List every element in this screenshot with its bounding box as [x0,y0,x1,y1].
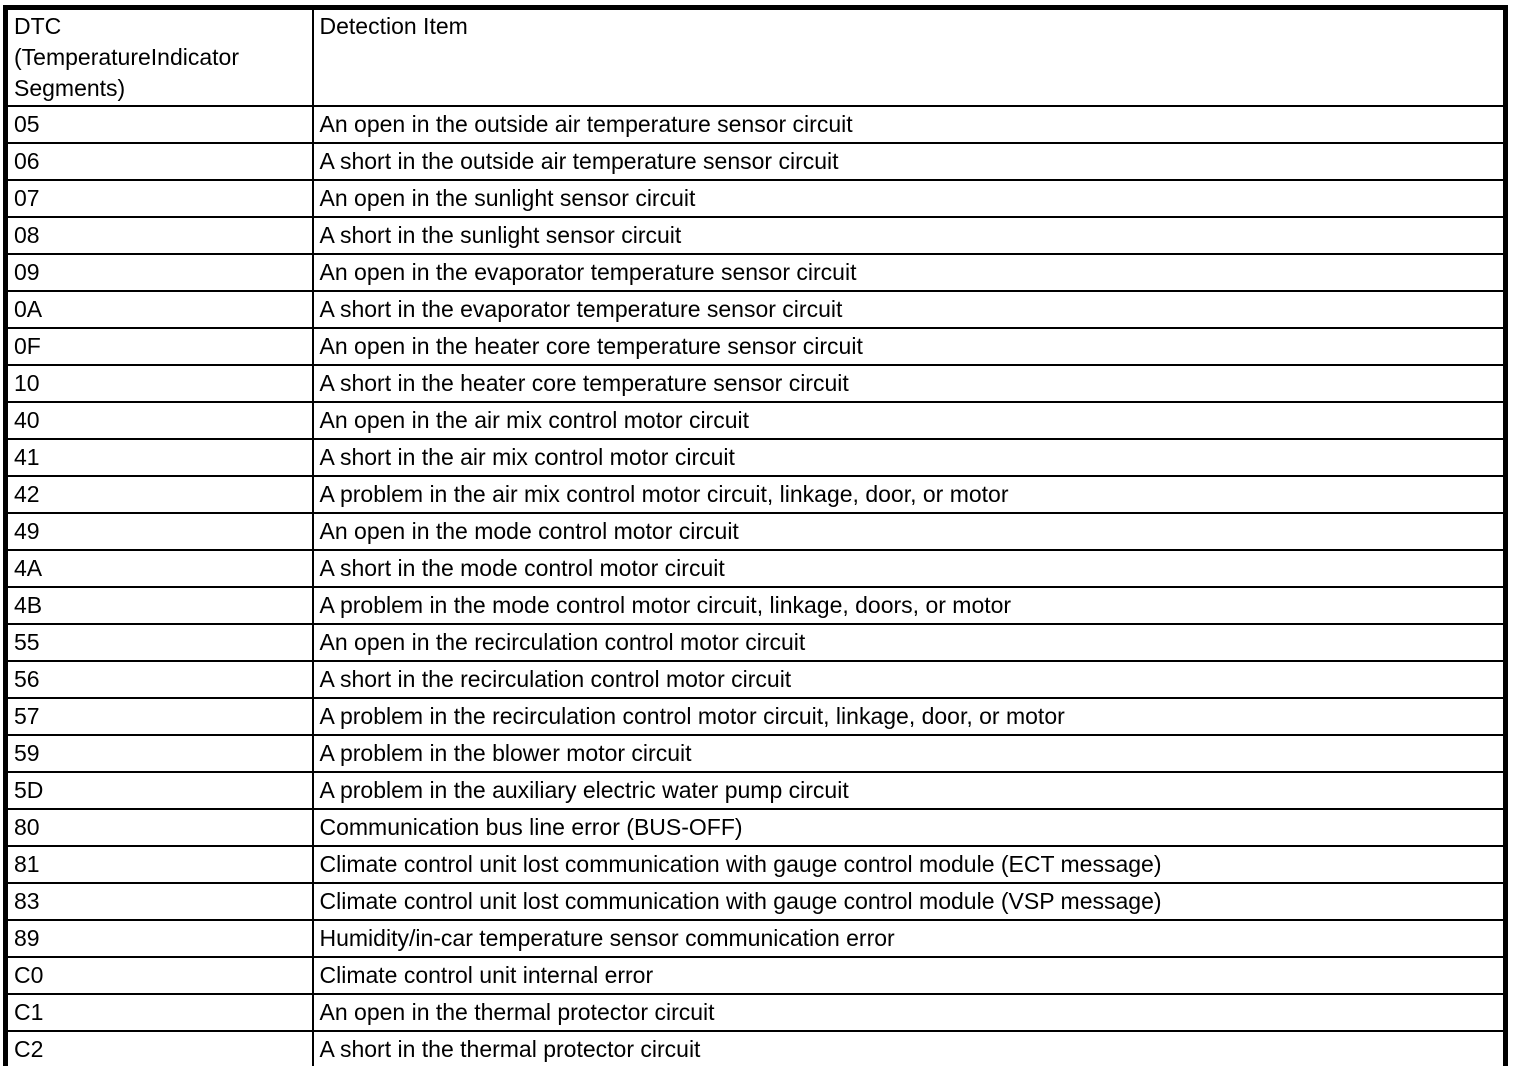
detection-item-cell: A short in the heater core temperature s… [311,364,1507,403]
dtc-code-cell: C1 [4,993,314,1032]
dtc-code-cell: C2 [4,1030,314,1066]
dtc-code-cell: 4B [4,586,314,625]
table-row: C1 An open in the thermal protector circ… [4,993,1507,1032]
detection-item-cell: A short in the air mix control motor cir… [311,438,1507,477]
detection-item-cell: A problem in the air mix control motor c… [311,475,1507,514]
dtc-code-cell: 09 [4,253,314,292]
detection-item-cell: An open in the mode control motor circui… [311,512,1507,551]
dtc-code-cell: 0A [4,290,314,329]
dtc-code-cell: 40 [4,401,314,440]
table-row: 10 A short in the heater core temperatur… [4,364,1507,403]
table-row: 55 An open in the recirculation control … [4,623,1507,662]
detection-item-cell: Climate control unit internal error [311,956,1507,995]
detection-item-cell: A short in the mode control motor circui… [311,549,1507,588]
header-row: DTC (TemperatureIndicator Segments) Dete… [4,6,1507,107]
dtc-code-cell: 59 [4,734,314,773]
table-row: 49 An open in the mode control motor cir… [4,512,1507,551]
detection-item-cell: An open in the air mix control motor cir… [311,401,1507,440]
table-row: 40 An open in the air mix control motor … [4,401,1507,440]
dtc-code-cell: 55 [4,623,314,662]
table-row: 07 An open in the sunlight sensor circui… [4,179,1507,218]
table-row: 08 A short in the sunlight sensor circui… [4,216,1507,255]
table-row: 5D A problem in the auxiliary electric w… [4,771,1507,810]
table-row: 83 Climate control unit lost communicati… [4,882,1507,921]
table-row: C0 Climate control unit internal error [4,956,1507,995]
detection-item-cell: A problem in the blower motor circuit [311,734,1507,773]
table-row: 41 A short in the air mix control motor … [4,438,1507,477]
detection-item-cell: An open in the evaporator temperature se… [311,253,1507,292]
dtc-code-cell: 06 [4,142,314,181]
dtc-column-header: DTC (TemperatureIndicator Segments) [4,6,314,107]
dtc-code-cell: 56 [4,660,314,699]
detection-item-cell: An open in the outside air temperature s… [311,105,1507,144]
dtc-code-cell: 10 [4,364,314,403]
detection-item-cell: A problem in the auxiliary electric wate… [311,771,1507,810]
dtc-table: DTC (TemperatureIndicator Segments) Dete… [3,5,1508,1066]
table-row: 06 A short in the outside air temperatur… [4,142,1507,181]
table-row: 89 Humidity/in-car temperature sensor co… [4,919,1507,958]
detection-item-cell: Climate control unit lost communication … [311,882,1507,921]
detection-item-cell: A problem in the mode control motor circ… [311,586,1507,625]
detection-item-cell: An open in the heater core temperature s… [311,327,1507,366]
table-row: 56 A short in the recirculation control … [4,660,1507,699]
table-row: 57 A problem in the recirculation contro… [4,697,1507,736]
dtc-code-cell: 89 [4,919,314,958]
dtc-code-cell: C0 [4,956,314,995]
dtc-code-cell: 49 [4,512,314,551]
detection-item-cell: An open in the sunlight sensor circuit [311,179,1507,218]
dtc-code-cell: 05 [4,105,314,144]
dtc-code-cell: 57 [4,697,314,736]
detection-item-cell: A short in the thermal protector circuit [311,1030,1507,1066]
table-header: DTC (TemperatureIndicator Segments) Dete… [4,6,1507,107]
detection-item-cell: A short in the evaporator temperature se… [311,290,1507,329]
table-row: 59 A problem in the blower motor circuit [4,734,1507,773]
dtc-code-cell: 83 [4,882,314,921]
detection-item-cell: A short in the outside air temperature s… [311,142,1507,181]
detection-item-cell: Communication bus line error (BUS-OFF) [311,808,1507,847]
detection-item-cell: Humidity/in-car temperature sensor commu… [311,919,1507,958]
table-row: C2 A short in the thermal protector circ… [4,1030,1507,1066]
table-row: 0F An open in the heater core temperatur… [4,327,1507,366]
dtc-code-cell: 5D [4,771,314,810]
detection-item-cell: A short in the recirculation control mot… [311,660,1507,699]
dtc-code-cell: 0F [4,327,314,366]
dtc-code-cell: 08 [4,216,314,255]
dtc-code-cell: 42 [4,475,314,514]
dtc-code-cell: 80 [4,808,314,847]
table-row: 81 Climate control unit lost communicati… [4,845,1507,884]
detection-item-cell: A problem in the recirculation control m… [311,697,1507,736]
table-row: 09 An open in the evaporator temperature… [4,253,1507,292]
table-row: 80 Communication bus line error (BUS-OFF… [4,808,1507,847]
table-row: 0A A short in the evaporator temperature… [4,290,1507,329]
detection-item-cell: Climate control unit lost communication … [311,845,1507,884]
dtc-code-cell: 41 [4,438,314,477]
detection-item-column-header: Detection Item [311,6,1507,107]
table-body: 05 An open in the outside air temperatur… [4,105,1507,1066]
detection-item-cell: A short in the sunlight sensor circuit [311,216,1507,255]
table-row: 05 An open in the outside air temperatur… [4,105,1507,144]
table-row: 4A A short in the mode control motor cir… [4,549,1507,588]
dtc-code-cell: 81 [4,845,314,884]
dtc-code-cell: 4A [4,549,314,588]
detection-item-cell: An open in the thermal protector circuit [311,993,1507,1032]
table-row: 42 A problem in the air mix control moto… [4,475,1507,514]
table-row: 4B A problem in the mode control motor c… [4,586,1507,625]
detection-item-cell: An open in the recirculation control mot… [311,623,1507,662]
dtc-code-cell: 07 [4,179,314,218]
